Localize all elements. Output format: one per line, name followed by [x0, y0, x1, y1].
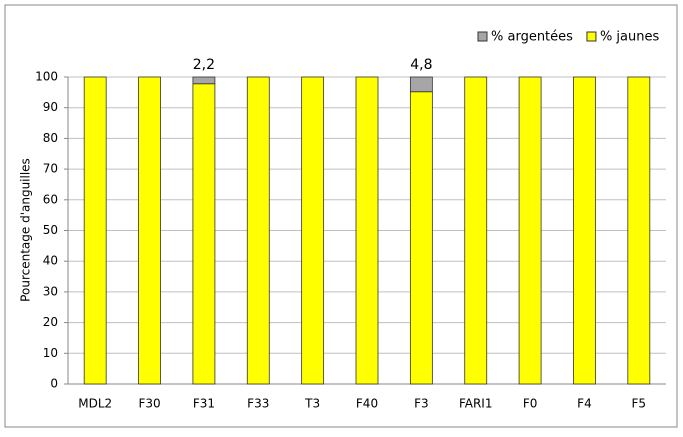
bar-segment	[246, 76, 270, 385]
x-tick-label: F4	[577, 397, 592, 411]
y-tick-label: 70	[43, 162, 58, 176]
bar-segment	[409, 76, 433, 93]
y-tick-label: 30	[43, 284, 58, 298]
x-tick-label: F0	[523, 397, 538, 411]
bar-segment	[355, 76, 379, 385]
x-tick-label: MDL2	[78, 397, 112, 411]
bar-segment	[83, 76, 107, 385]
bar-segment	[301, 76, 325, 385]
y-tick-label: 20	[43, 315, 58, 329]
y-tick-label: 80	[43, 131, 58, 145]
data-label: 2,2	[193, 57, 215, 73]
y-tick-label: 90	[43, 100, 58, 114]
legend-swatch	[477, 31, 488, 42]
x-tick-label: T3	[304, 397, 320, 411]
bar-segment	[138, 76, 161, 385]
legend-swatch	[586, 31, 597, 42]
bar-segment	[627, 76, 651, 385]
bar-segment	[409, 91, 433, 385]
y-tick-label: 100	[35, 70, 58, 84]
y-tick-label: 0	[50, 377, 58, 391]
chart-frame	[4, 4, 678, 428]
bar-segment	[518, 76, 542, 385]
x-tick-label: F3	[414, 397, 429, 411]
bar-segment	[192, 83, 216, 385]
y-tick-label: 50	[43, 223, 58, 237]
y-tick-label: 10	[43, 346, 58, 360]
x-tick-label: F40	[356, 397, 378, 411]
x-tick-label: F5	[632, 397, 647, 411]
bar-segment	[192, 76, 216, 85]
legend-label: % argentées	[491, 30, 573, 45]
x-tick-label: F30	[138, 397, 160, 411]
x-tick-label: F31	[193, 397, 215, 411]
data-label: 4,8	[410, 57, 432, 73]
y-tick-label: 40	[43, 254, 58, 268]
legend-label: % jaunes	[600, 30, 660, 45]
bar-segment	[573, 76, 596, 385]
y-axis-label: Pourcentage d'anguilles	[19, 158, 33, 302]
y-tick-label: 60	[43, 192, 58, 206]
x-tick-label: FARI1	[459, 397, 493, 411]
bar-segment	[464, 76, 488, 385]
x-tick-label: F33	[247, 397, 269, 411]
